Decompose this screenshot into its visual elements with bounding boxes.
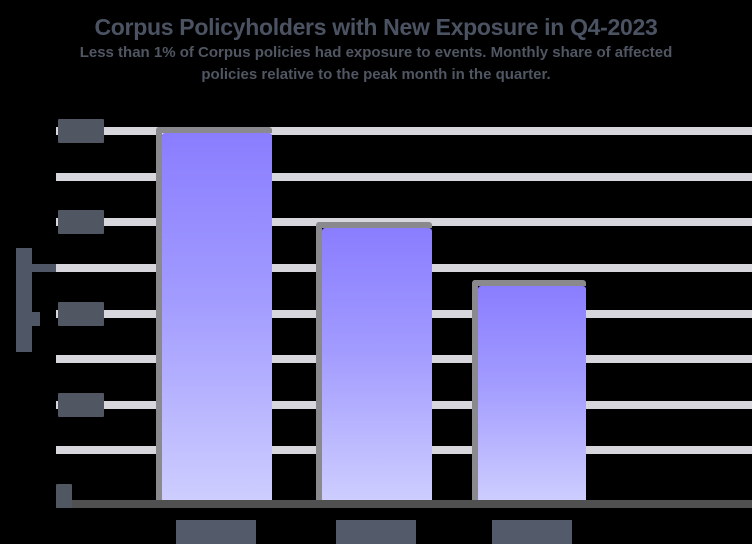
chart-subtitle: Less than 1% of Corpus policies had expo… xyxy=(79,44,673,83)
bar-fill xyxy=(478,286,586,500)
y-tick-label: 50% xyxy=(58,301,104,326)
bar-2[interactable] xyxy=(316,221,432,500)
gridline xyxy=(56,172,752,181)
chart-title: Corpus Policyholders with New Exposure i… xyxy=(94,14,658,40)
bar-fill xyxy=(162,133,272,500)
x-tick-label: Dec 2023 xyxy=(492,520,572,544)
bar-fill xyxy=(322,227,432,500)
chart-header: Corpus Policyholders with New Exposure i… xyxy=(0,12,752,86)
bar-3[interactable] xyxy=(472,280,586,500)
x-tick-label: Nov 2023 xyxy=(336,520,416,544)
y-tick-label: 75% xyxy=(58,210,104,235)
y-tick-label: 100% xyxy=(58,119,104,143)
y-axis-label: Percent xyxy=(16,248,60,352)
x-tick-label: Oct 2023 xyxy=(176,520,256,544)
gridline xyxy=(56,127,752,135)
bar-1[interactable] xyxy=(156,127,272,500)
x-axis-baseline xyxy=(56,500,752,508)
y-tick-label: 25% xyxy=(58,392,104,417)
y-tick-label: 0 xyxy=(56,484,72,508)
